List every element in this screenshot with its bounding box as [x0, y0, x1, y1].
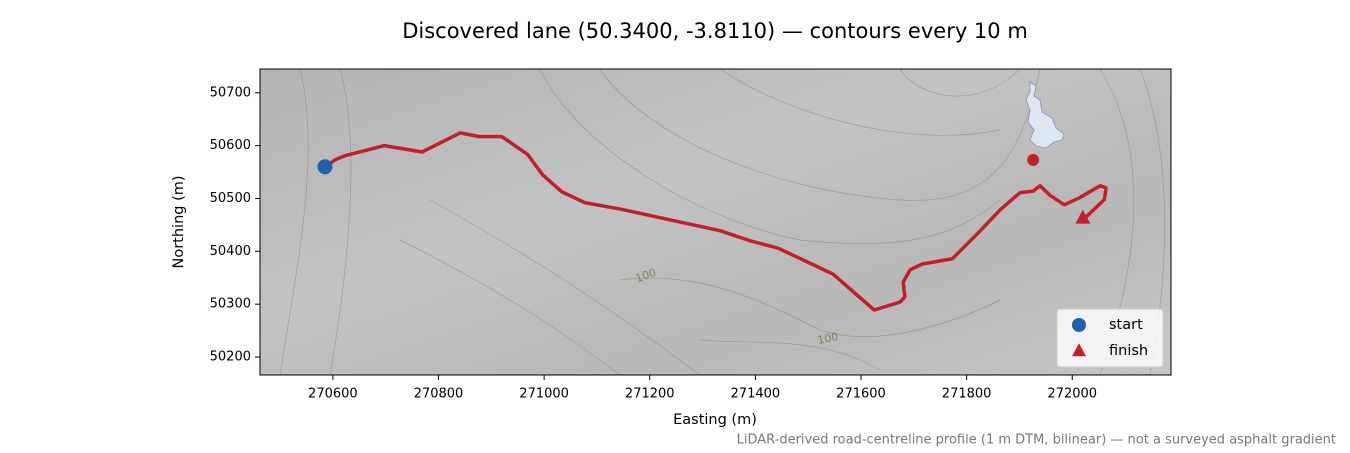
y-tick-label: 50500 — [210, 191, 251, 206]
y-tick-label: 50200 — [210, 350, 251, 365]
footnote: LiDAR-derived road-centreline profile (1… — [737, 433, 1336, 448]
x-tick-label: 271200 — [625, 387, 675, 402]
route — [323, 131, 1108, 312]
uk-icon — [1025, 81, 1065, 149]
x-tick-label: 270800 — [414, 387, 464, 402]
marker-triangle — [1075, 209, 1091, 224]
axes-frame — [259, 68, 1172, 376]
x-tick-label: 272000 — [1047, 387, 1097, 402]
y-axis-label: Northing (m) — [171, 175, 187, 268]
y-tick-label: 50700 — [210, 85, 251, 100]
y-tick-label: 50600 — [210, 138, 251, 153]
x-tick-label: 271600 — [836, 387, 886, 402]
legend-label: finish — [1109, 343, 1148, 359]
legend-label: start — [1109, 317, 1143, 333]
x-tick-label: 271000 — [519, 387, 569, 402]
legend-swatch — [1072, 343, 1086, 357]
hillshade — [260, 69, 1171, 375]
y-tick-label: 50400 — [210, 244, 251, 259]
chart-title: Discovered lane (50.3400, -3.8110) — con… — [402, 19, 1028, 43]
point — [1027, 153, 1040, 166]
x-tick-label: 271400 — [731, 387, 781, 402]
marker-circle — [317, 159, 333, 175]
x-tick-label: 271800 — [942, 387, 992, 402]
contour-label: 100 — [816, 330, 839, 347]
legend-swatch — [1072, 318, 1086, 332]
x-tick-label: 270600 — [308, 387, 358, 402]
y-tick-label: 50300 — [210, 297, 251, 312]
x-axis-label: Easting (m) — [673, 412, 757, 428]
